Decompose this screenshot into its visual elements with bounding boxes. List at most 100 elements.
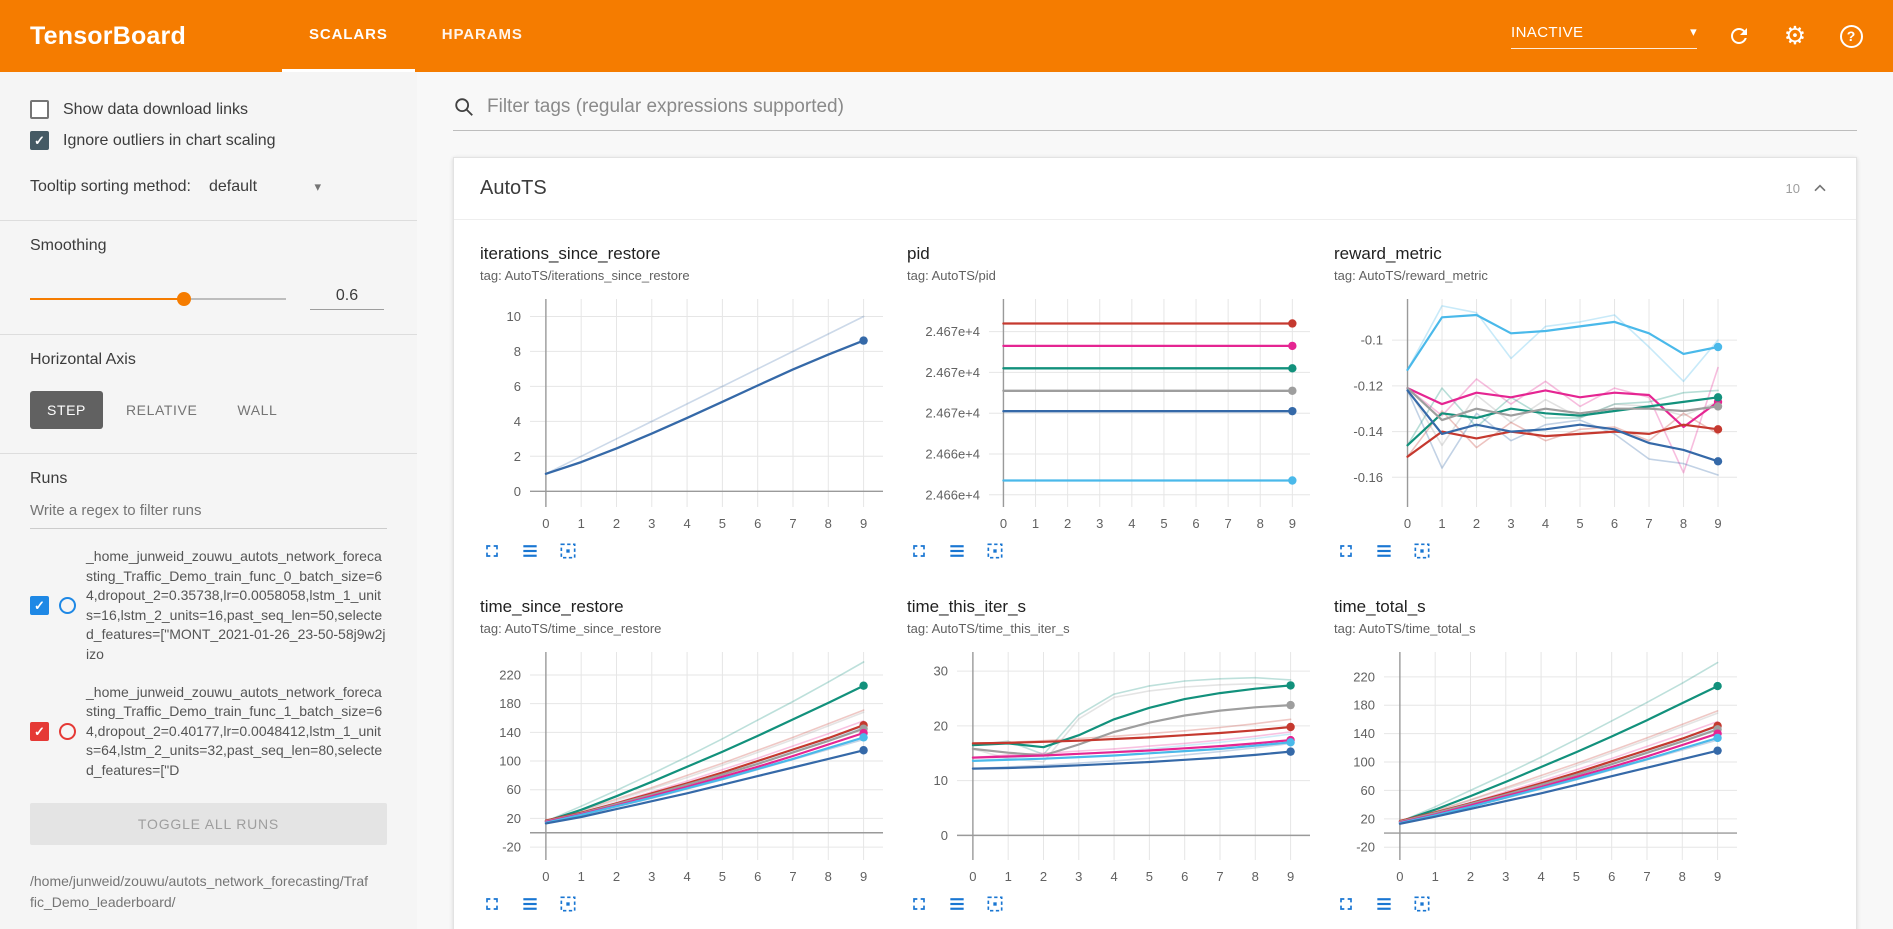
svg-text:-20: -20 bbox=[502, 840, 521, 855]
show-download-links-checkbox[interactable]: Show data download links bbox=[30, 100, 387, 119]
svg-text:6: 6 bbox=[1608, 869, 1615, 884]
tab-scalars[interactable]: SCALARS bbox=[281, 0, 415, 72]
smoothing-label: Smoothing bbox=[30, 237, 107, 254]
svg-text:7: 7 bbox=[1645, 516, 1652, 531]
chart-plot[interactable]: 0 1 2 3 4 5 6 7 8 9 -0.1 -0.12 -0.14 -0.16 bbox=[1334, 289, 1751, 537]
fit-domain-icon[interactable] bbox=[1412, 894, 1432, 914]
runs-filter-input[interactable] bbox=[30, 490, 387, 529]
chart-plot[interactable]: 0 1 2 3 4 5 6 7 8 9 -20 20 60 100 140 180 220 bbox=[480, 642, 897, 890]
tab-hparams[interactable]: HPARAMS bbox=[441, 26, 523, 43]
svg-text:9: 9 bbox=[1287, 869, 1294, 884]
refresh-icon[interactable] bbox=[1725, 22, 1753, 50]
svg-text:20: 20 bbox=[507, 811, 521, 826]
svg-text:5: 5 bbox=[1146, 869, 1153, 884]
run-checkbox-icon[interactable] bbox=[30, 596, 49, 616]
svg-text:8: 8 bbox=[1257, 516, 1264, 531]
run-radio-icon[interactable] bbox=[59, 723, 76, 741]
run-list-item[interactable]: _home_junweid_zouwu_autots_network_forec… bbox=[30, 547, 387, 665]
svg-text:6: 6 bbox=[754, 869, 761, 884]
svg-text:0: 0 bbox=[1000, 516, 1007, 531]
status-dropdown[interactable]: INACTIVE ▾ bbox=[1511, 24, 1697, 49]
chart-title: reward_metric bbox=[1334, 244, 1442, 263]
tooltip-sorting-select[interactable]: default ▾ bbox=[209, 178, 321, 196]
smoothing-value[interactable]: 0.6 bbox=[310, 287, 384, 310]
expand-icon[interactable] bbox=[482, 894, 502, 914]
tag-filter-bar bbox=[453, 96, 1857, 131]
svg-text:0: 0 bbox=[941, 828, 948, 843]
expand-icon[interactable] bbox=[1336, 894, 1356, 914]
run-radio-icon[interactable] bbox=[59, 597, 76, 615]
chevron-up-icon[interactable] bbox=[1810, 179, 1830, 199]
smoothing-section: Smoothing 0.6 bbox=[0, 220, 417, 334]
show-download-links-label: Show data download links bbox=[63, 100, 249, 118]
chart-plot[interactable]: 0 1 2 3 4 5 6 7 8 9 -20 20 60 100 140 180 220 bbox=[1334, 642, 1751, 890]
fit-data-icon[interactable] bbox=[947, 894, 967, 914]
svg-text:7: 7 bbox=[789, 869, 796, 884]
chart-plot[interactable]: 0 1 2 3 4 5 6 7 8 9 2.467e+4 2.467e+4 2.467e+4 2.466e… bbox=[907, 289, 1324, 537]
runs-label: Runs bbox=[30, 470, 68, 487]
svg-text:7: 7 bbox=[1216, 869, 1223, 884]
help-icon[interactable]: ? bbox=[1837, 22, 1865, 50]
fit-domain-icon[interactable] bbox=[1412, 541, 1432, 561]
expand-icon[interactable] bbox=[482, 541, 502, 561]
svg-text:10: 10 bbox=[934, 773, 948, 788]
checkbox-unchecked-icon[interactable] bbox=[30, 100, 49, 119]
svg-text:20: 20 bbox=[1361, 811, 1375, 826]
chart-title: time_this_iter_s bbox=[907, 597, 1027, 616]
svg-text:-20: -20 bbox=[1356, 840, 1375, 855]
svg-text:6: 6 bbox=[1192, 516, 1199, 531]
fit-data-icon[interactable] bbox=[520, 894, 540, 914]
expand-icon[interactable] bbox=[909, 541, 929, 561]
svg-text:0: 0 bbox=[1396, 869, 1403, 884]
run-list-item[interactable]: _home_junweid_zouwu_autots_network_forec… bbox=[30, 683, 387, 781]
smoothing-slider-thumb[interactable] bbox=[176, 291, 191, 306]
ignore-outliers-label: Ignore outliers in chart scaling bbox=[63, 131, 276, 149]
svg-text:2: 2 bbox=[613, 516, 620, 531]
svg-text:2.467e+4: 2.467e+4 bbox=[925, 406, 980, 421]
chart-plot[interactable]: 0 1 2 3 4 5 6 7 8 9 0 2 4 6 8 10 bbox=[480, 289, 897, 537]
section-header[interactable]: AutoTS 10 bbox=[454, 158, 1856, 220]
smoothing-slider[interactable] bbox=[30, 291, 286, 306]
chart-title: iterations_since_restore bbox=[480, 244, 661, 263]
chart-toolbar bbox=[480, 894, 897, 914]
svg-text:60: 60 bbox=[1361, 783, 1375, 798]
settings-icon[interactable]: ⚙ bbox=[1783, 21, 1807, 50]
svg-text:4: 4 bbox=[1537, 869, 1544, 884]
ignore-outliers-checkbox[interactable]: Ignore outliers in chart scaling bbox=[30, 131, 387, 150]
svg-text:1: 1 bbox=[1438, 516, 1445, 531]
svg-text:7: 7 bbox=[1643, 869, 1650, 884]
expand-icon[interactable] bbox=[909, 894, 929, 914]
svg-text:1: 1 bbox=[578, 869, 585, 884]
fit-domain-icon[interactable] bbox=[985, 894, 1005, 914]
relative-axis-button[interactable]: RELATIVE bbox=[125, 402, 198, 418]
fit-domain-icon[interactable] bbox=[558, 894, 578, 914]
svg-text:8: 8 bbox=[825, 516, 832, 531]
chart-plot[interactable]: 0 1 2 3 4 5 6 7 8 9 0 10 20 30 bbox=[907, 642, 1324, 890]
fit-data-icon[interactable] bbox=[1374, 541, 1394, 561]
fit-domain-icon[interactable] bbox=[985, 541, 1005, 561]
toggle-all-runs-button[interactable]: TOGGLE ALL RUNS bbox=[30, 802, 387, 845]
svg-text:2: 2 bbox=[1473, 516, 1480, 531]
horizontal-axis-label: Horizontal Axis bbox=[30, 351, 136, 368]
expand-icon[interactable] bbox=[1336, 541, 1356, 561]
chart-toolbar bbox=[1334, 541, 1751, 561]
svg-text:180: 180 bbox=[1353, 698, 1375, 713]
step-axis-button[interactable]: STEP bbox=[30, 391, 103, 429]
svg-text:4: 4 bbox=[1128, 516, 1135, 531]
run-checkbox-icon[interactable] bbox=[30, 722, 49, 742]
fit-data-icon[interactable] bbox=[520, 541, 540, 561]
svg-text:5: 5 bbox=[1576, 516, 1583, 531]
fit-domain-icon[interactable] bbox=[558, 541, 578, 561]
checkbox-checked-icon[interactable] bbox=[30, 131, 49, 150]
svg-text:140: 140 bbox=[499, 725, 521, 740]
fit-data-icon[interactable] bbox=[1374, 894, 1394, 914]
nav-tabs: SCALARS HPARAMS bbox=[281, 0, 550, 72]
svg-text:6: 6 bbox=[1181, 869, 1188, 884]
fit-data-icon[interactable] bbox=[947, 541, 967, 561]
horizontal-axis-section: Horizontal Axis STEP RELATIVE WALL bbox=[0, 334, 417, 453]
settings-sidebar: Show data download links Ignore outliers… bbox=[0, 72, 417, 929]
svg-text:-0.16: -0.16 bbox=[1353, 470, 1383, 485]
svg-text:9: 9 bbox=[860, 516, 867, 531]
wall-axis-button[interactable]: WALL bbox=[237, 402, 278, 418]
tag-filter-input[interactable] bbox=[487, 96, 1857, 118]
